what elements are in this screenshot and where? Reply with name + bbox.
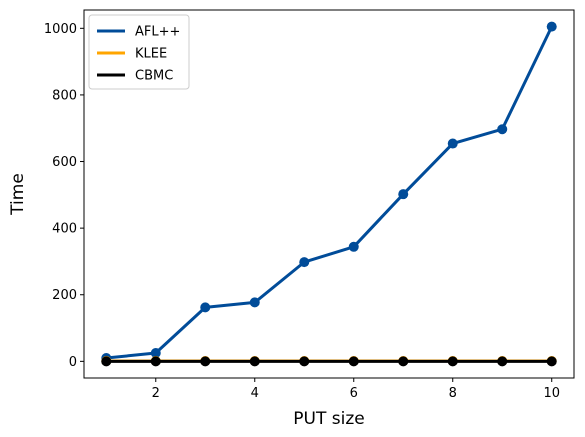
- y-tick-label: 400: [52, 222, 77, 237]
- series-layer: [101, 21, 557, 367]
- legend-items: AFL++ KLEE CBMC: [97, 25, 180, 84]
- data-point-cbmc: [200, 356, 211, 367]
- x-tick-label: 4: [251, 386, 259, 401]
- y-axis-title: Time: [8, 173, 28, 216]
- data-point-cbmc: [249, 356, 260, 367]
- series-afl: [101, 21, 557, 364]
- series-cbmc: [101, 356, 557, 367]
- legend-label-cbmc: CBMC: [135, 69, 173, 84]
- data-point-cbmc: [299, 356, 310, 367]
- data-point-afl: [546, 21, 557, 32]
- y-tick-label: 1000: [44, 22, 77, 37]
- data-point-cbmc: [497, 356, 508, 367]
- x-tick-label: 6: [350, 386, 358, 401]
- data-point-afl: [348, 241, 359, 252]
- data-point-cbmc: [150, 356, 161, 367]
- data-point-afl: [200, 302, 211, 313]
- x-tick-label: 2: [152, 386, 160, 401]
- axes-layer: [83, 9, 575, 379]
- y-tick-label: 200: [52, 288, 77, 303]
- data-point-afl: [249, 297, 260, 308]
- y-tick-label: 600: [52, 155, 77, 170]
- legend-box: [88, 14, 190, 90]
- data-point-cbmc: [398, 356, 409, 367]
- data-point-cbmc: [348, 356, 359, 367]
- data-point-afl: [398, 189, 409, 200]
- data-point-cbmc: [546, 356, 557, 367]
- data-point-afl: [299, 257, 310, 268]
- data-point-cbmc: [101, 356, 112, 367]
- legend: AFL++ KLEE CBMC: [88, 14, 190, 90]
- x-tick-label: 8: [449, 386, 457, 401]
- ticks-layer: 2 4 6 8 10 0 200 400 600 800 1000: [44, 22, 560, 401]
- x-axis-title: PUT size: [293, 409, 364, 429]
- data-point-afl: [150, 348, 161, 359]
- y-tick-label: 800: [52, 88, 77, 103]
- y-tick-label: 0: [69, 355, 77, 370]
- data-point-cbmc: [447, 356, 458, 367]
- legend-label-klee: KLEE: [135, 47, 167, 62]
- plot-frame: [83, 9, 575, 379]
- x-tick-label: 10: [543, 386, 560, 401]
- legend-label-afl: AFL++: [135, 25, 180, 40]
- series-line-afl: [104, 25, 554, 360]
- data-point-afl: [447, 138, 458, 149]
- data-point-afl: [497, 124, 508, 135]
